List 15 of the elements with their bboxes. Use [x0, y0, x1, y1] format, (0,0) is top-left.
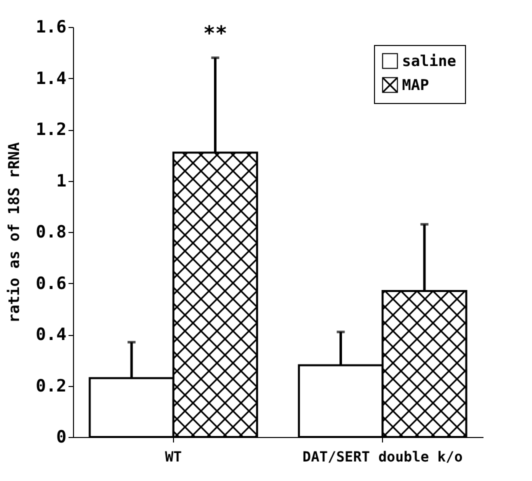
- y-tick-label: 1.2: [36, 120, 66, 140]
- annotation: **: [203, 20, 228, 45]
- legend-label: MAP: [402, 76, 430, 94]
- y-tick-label: 1.6: [36, 18, 66, 38]
- legend-label: saline: [402, 52, 456, 70]
- y-tick-label: 0.8: [36, 222, 66, 242]
- y-tick-label: 1: [56, 171, 66, 192]
- y-tick-label: 0.4: [36, 325, 66, 345]
- y-tick-label: 0: [56, 428, 66, 448]
- x-tick-label: DAT/SERT double k/o: [302, 450, 463, 466]
- y-tick-label: 1.4: [36, 68, 66, 89]
- x-tick-label: WT: [164, 450, 182, 466]
- y-tick-label: 0.6: [36, 274, 66, 294]
- y-axis-title: ratio as of 18S rRNA: [4, 142, 23, 323]
- y-tick-label: 0.2: [36, 376, 66, 396]
